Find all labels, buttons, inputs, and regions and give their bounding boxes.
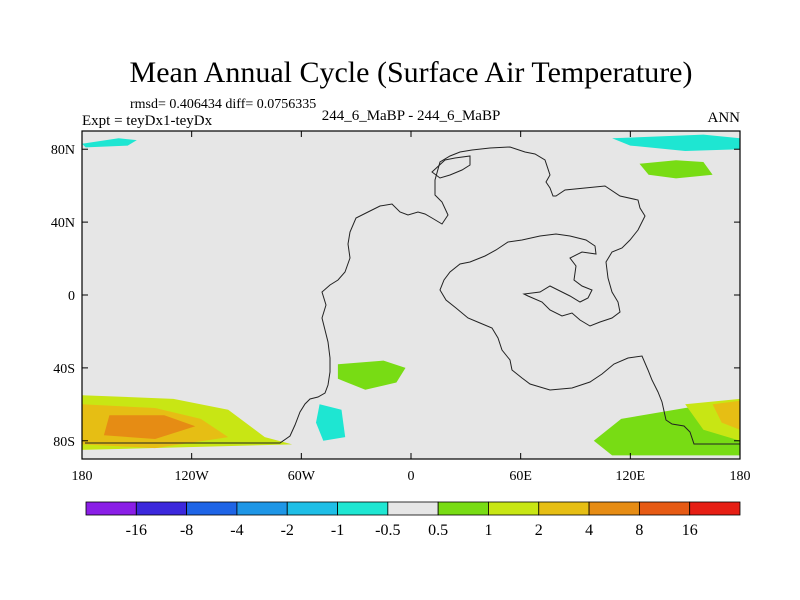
colorbar-swatch <box>437 501 489 516</box>
x-tick-label: 0 <box>408 469 415 484</box>
anomaly-region-siberia-warm <box>639 160 713 179</box>
x-tick-label: 120W <box>175 469 210 484</box>
y-tick-label: 80S <box>53 435 75 450</box>
y-tick-label: 40S <box>53 362 75 377</box>
colorbar-label: -4 <box>230 522 243 539</box>
colorbar-swatch <box>85 501 137 516</box>
anomaly-region-south-atlantic-warm <box>337 360 406 390</box>
colorbar-swatch <box>286 501 338 516</box>
colorbar-label: 8 <box>635 522 643 539</box>
colorbar-swatch <box>135 501 188 516</box>
case-label: 244_6_MaBP - 244_6_MaBP <box>322 108 501 124</box>
colorbar-swatch <box>689 501 741 516</box>
continent-outlines <box>85 146 740 445</box>
anomaly-region-arctic-band-east <box>612 134 740 151</box>
greenland-outline <box>431 155 471 179</box>
colorbar-label: -8 <box>180 522 193 539</box>
x-axis: 180 120W 60W 0 60E 120E 180 <box>72 131 751 484</box>
x-tick-label: 60W <box>288 469 316 484</box>
experiment-label: Expt = teyDx1-teyDx <box>82 113 213 129</box>
x-tick-label: 60E <box>509 469 532 484</box>
y-tick-label: 40N <box>51 216 75 231</box>
anomaly-region-south-pacific-warm-core <box>103 415 196 439</box>
colorbar: -16 -8 -4 -2 -1 -0.5 0.5 1 2 4 8 16 <box>85 501 741 539</box>
colorbar-label: 4 <box>585 522 593 539</box>
colorbar-swatch <box>488 501 540 516</box>
anomaly-regions <box>82 134 740 456</box>
colorbar-swatch <box>638 501 691 516</box>
x-tick-label: 180 <box>72 469 93 484</box>
colorbar-swatch <box>236 501 288 516</box>
colorbar-label: 16 <box>682 522 698 539</box>
anomaly-region-southern-ocean-east-peak <box>712 400 740 430</box>
colorbar-label: -16 <box>126 522 147 539</box>
colorbar-swatch <box>186 501 238 516</box>
colorbar-swatch <box>337 501 389 516</box>
colorbar-swatch <box>387 501 439 516</box>
season-label: ANN <box>708 110 741 126</box>
anomaly-region-arctic-band-west <box>82 138 137 148</box>
y-tick-label: 0 <box>68 289 75 304</box>
y-tick-label: 80N <box>51 143 75 158</box>
colorbar-label: 0.5 <box>428 522 448 539</box>
colorbar-label: -1 <box>331 522 344 539</box>
colorbar-swatch <box>588 501 640 516</box>
colorbar-label: -2 <box>281 522 294 539</box>
x-tick-label: 180 <box>730 469 751 484</box>
colorbar-label: 2 <box>535 522 543 539</box>
colorbar-label: -0.5 <box>375 522 400 539</box>
y-axis: 80N 40N 0 40S 80S <box>51 143 740 450</box>
stats-line: rmsd= 0.406434 diff= 0.0756335 <box>130 97 316 112</box>
anomaly-region-antarctic-cold-patch <box>316 404 346 441</box>
x-tick-label: 120E <box>616 469 646 484</box>
continent-outline-west <box>85 146 740 445</box>
chart-title: Mean Annual Cycle (Surface Air Temperatu… <box>130 56 693 89</box>
colorbar-label: 1 <box>484 522 492 539</box>
colorbar-swatch <box>538 501 590 516</box>
